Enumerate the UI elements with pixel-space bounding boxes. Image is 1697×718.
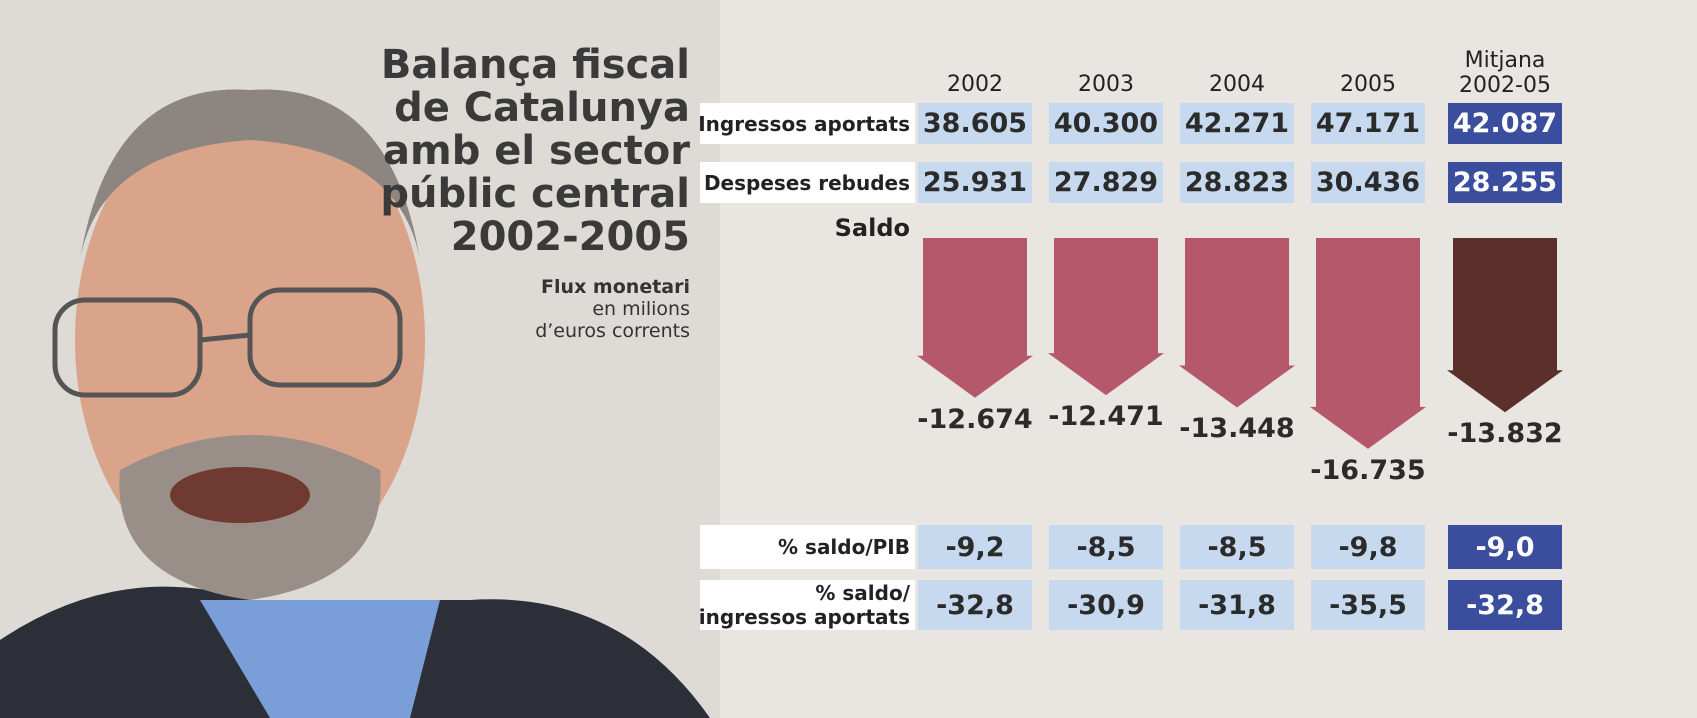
value-cell: 27.829 — [1049, 162, 1163, 203]
saldo-arrow — [917, 238, 1033, 398]
saldo-label: Saldo — [835, 216, 910, 240]
value-cell: -35,5 — [1311, 580, 1425, 630]
title-line: públic central — [380, 173, 690, 216]
saldo-arrow — [1179, 238, 1295, 407]
title-line: amb el sector — [383, 130, 690, 173]
value-cell: -31,8 — [1180, 580, 1294, 630]
value-cell: -9,8 — [1311, 525, 1425, 569]
value-cell: -9,2 — [918, 525, 1032, 569]
row-label: % saldo/PIB — [778, 535, 910, 559]
infographic: Balança fiscalde Catalunyaamb el sectorp… — [0, 0, 1697, 718]
value-cell: -8,5 — [1049, 525, 1163, 569]
value-cell: 42.087 — [1448, 103, 1562, 144]
title-line: de Catalunya — [394, 87, 690, 130]
title-line: 2002-2005 — [451, 216, 690, 259]
value-cell: 42.271 — [1180, 103, 1294, 144]
subtitle-line: d’euros corrents — [535, 320, 690, 342]
saldo-arrow — [1310, 238, 1426, 449]
row-label: % saldo/ ingressos aportats — [699, 581, 910, 629]
saldo-value: -16.735 — [1298, 455, 1438, 486]
column-header: Mitjana 2002-05 — [1440, 48, 1570, 98]
value-cell: 38.605 — [918, 103, 1032, 144]
subtitle-line: en milions — [592, 298, 690, 320]
value-cell: 30.436 — [1311, 162, 1425, 203]
subtitle-line: Flux monetari — [541, 276, 690, 298]
column-header: 2002 — [910, 72, 1040, 97]
column-header: 2005 — [1303, 72, 1433, 97]
column-header: 2004 — [1172, 72, 1302, 97]
row-label: Ingressos aportats — [698, 112, 910, 136]
value-cell: 47.171 — [1311, 103, 1425, 144]
saldo-arrow — [1447, 238, 1563, 412]
row-label: Despeses rebudes — [704, 171, 910, 195]
saldo-value: -12.471 — [1036, 401, 1176, 432]
value-cell: -32,8 — [1448, 580, 1562, 630]
value-cell: 25.931 — [918, 162, 1032, 203]
value-cell: -32,8 — [918, 580, 1032, 630]
value-cell: 40.300 — [1049, 103, 1163, 144]
value-cell: 28.255 — [1448, 162, 1562, 203]
value-cell: -9,0 — [1448, 525, 1562, 569]
saldo-value: -13.448 — [1167, 413, 1307, 444]
saldo-value: -13.832 — [1435, 418, 1575, 449]
value-cell: 28.823 — [1180, 162, 1294, 203]
saldo-value: -12.674 — [905, 404, 1045, 435]
value-cell: -30,9 — [1049, 580, 1163, 630]
saldo-arrow — [1048, 238, 1164, 395]
title-line: Balança fiscal — [381, 44, 690, 87]
value-cell: -8,5 — [1180, 525, 1294, 569]
column-header: 2003 — [1041, 72, 1171, 97]
